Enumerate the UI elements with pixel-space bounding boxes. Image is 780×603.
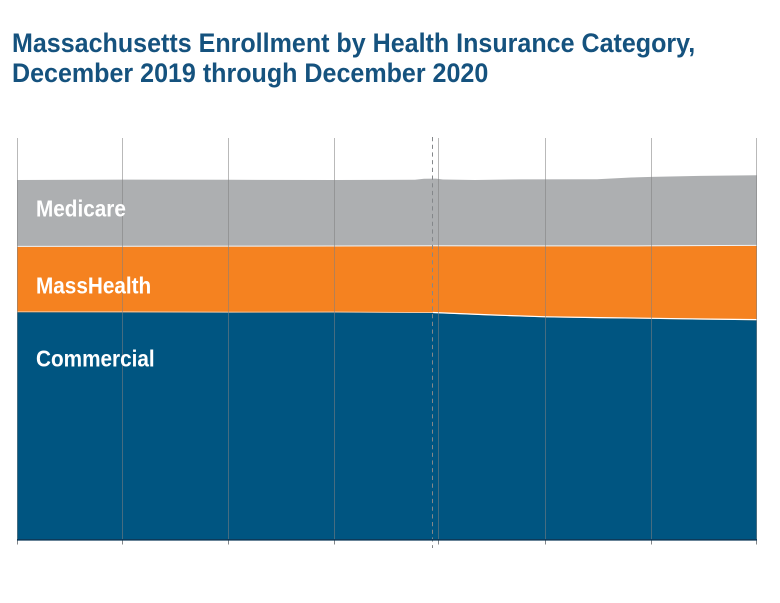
svg-text:Commercial: Commercial [36, 345, 155, 371]
svg-text:MassHealth: MassHealth [36, 272, 151, 298]
svg-text:Medicare: Medicare [36, 195, 126, 221]
